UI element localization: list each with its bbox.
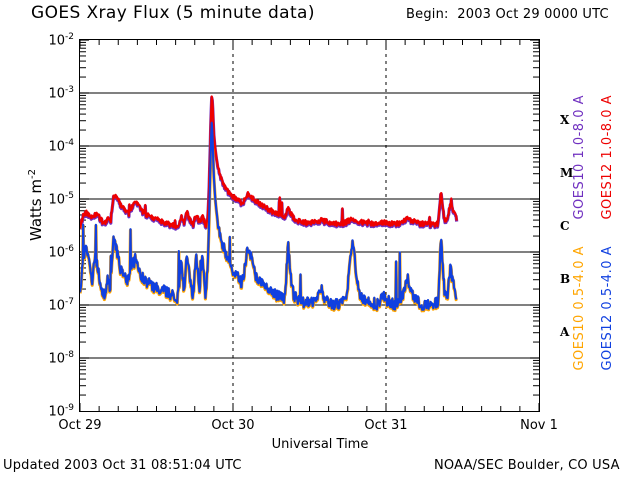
- legend-goes12-1-0-8-0-a: GOES12 1.0-8.0 A: [600, 95, 615, 220]
- y-tick-label: 10-9: [48, 403, 74, 420]
- y-tick-label: 10-6: [48, 244, 74, 261]
- flare-class-b: B: [560, 271, 571, 286]
- x-tick-label: Nov 1: [520, 418, 558, 433]
- flare-class-x: X: [560, 112, 570, 127]
- begin-time-label: Begin: 2003 Oct 29 0000 UTC: [406, 7, 609, 22]
- flare-class-c: C: [560, 218, 570, 233]
- x-axis-label: Universal Time: [271, 437, 369, 452]
- y-tick-label: 10-8: [48, 350, 74, 367]
- x-tick-label: Oct 31: [364, 418, 408, 433]
- y-tick-label: 10-3: [48, 85, 74, 102]
- page-title: GOES Xray Flux (5 minute data): [31, 3, 315, 23]
- legend-goes12-0-5-4-0-a: GOES12 0.5-4.0 A: [600, 246, 615, 371]
- y-tick-label: 10-5: [48, 191, 74, 208]
- series-goes12-short: [80, 121, 458, 311]
- flare-class-m: M: [560, 165, 574, 180]
- y-tick-label: 10-4: [48, 138, 74, 155]
- y-tick-label: 10-7: [48, 297, 74, 314]
- plot-area: [79, 39, 540, 412]
- x-tick-label: Oct 29: [58, 418, 102, 433]
- flare-class-a: A: [560, 324, 570, 339]
- x-tick-label: Oct 30: [211, 418, 255, 433]
- legend-goes10-0-5-4-0-a: GOES10 0.5-4.0 A: [572, 246, 587, 371]
- series-goes12-long: [80, 95, 458, 230]
- legend-goes10-1-0-8-0-a: GOES10 1.0-8.0 A: [572, 95, 587, 220]
- updated-timestamp: Updated 2003 Oct 31 08:51:04 UTC: [3, 458, 242, 473]
- source-credit: NOAA/SEC Boulder, CO USA: [434, 458, 620, 473]
- y-tick-label: 10-2: [48, 32, 74, 49]
